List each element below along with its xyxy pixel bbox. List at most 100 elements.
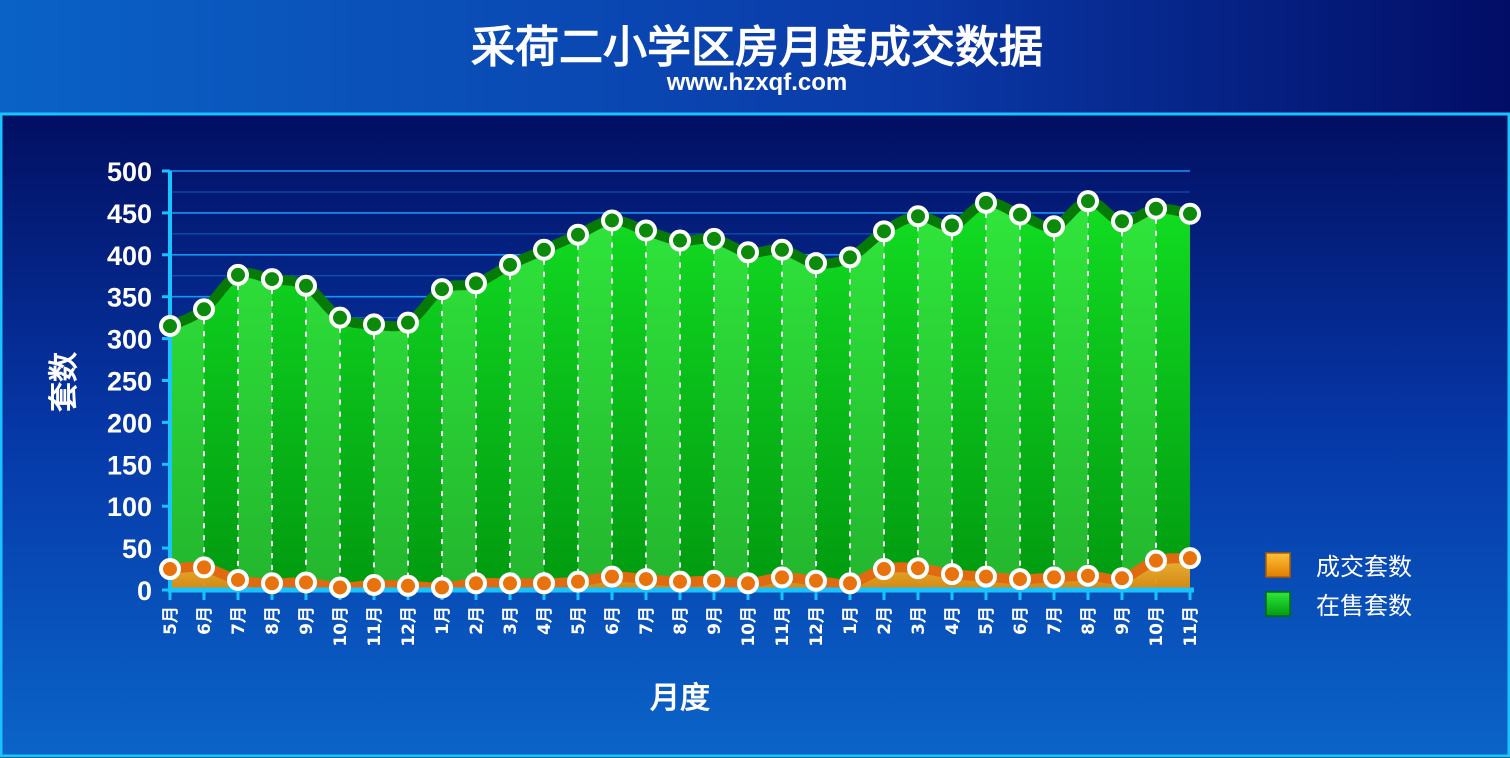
x-tick-label: 5月 xyxy=(569,606,589,635)
on-sale-point xyxy=(839,246,861,269)
deals-point xyxy=(703,569,725,592)
on-sale-point xyxy=(1111,210,1133,233)
on-sale-point xyxy=(1043,215,1065,238)
x-tick-label: 1月 xyxy=(841,606,861,635)
on-sale-point xyxy=(295,274,317,297)
x-tick-label: 11月 xyxy=(773,606,793,647)
y-tick-label: 0 xyxy=(137,576,152,606)
deals-point xyxy=(635,568,657,591)
x-tick-label: 3月 xyxy=(501,606,521,635)
on-sale-point xyxy=(533,238,555,261)
on-sale-point xyxy=(193,298,215,321)
on-sale-point xyxy=(567,223,589,246)
chart-title: 采荷二小学区房月度成交数据 xyxy=(471,22,1043,73)
on-sale-point xyxy=(431,278,453,301)
tick-labels: 0 50 100 150 200 250 300 350 400 450 500 5月 6月 7月 8月 9月… xyxy=(107,157,1201,647)
y-tick-label: 100 xyxy=(107,492,152,522)
deals-point xyxy=(397,574,419,597)
on-sale-point xyxy=(1145,197,1167,220)
on-sale-point xyxy=(261,268,283,291)
deals-point xyxy=(295,571,317,594)
x-tick-label: 10月 xyxy=(1147,606,1167,647)
deals-point xyxy=(329,576,351,599)
y-tick-label: 150 xyxy=(107,450,152,480)
y-tick-label: 250 xyxy=(107,367,152,397)
deals-point xyxy=(873,558,895,581)
y-tick-label: 500 xyxy=(107,157,152,187)
green-square-icon xyxy=(1265,591,1291,617)
deals-point xyxy=(499,572,521,595)
deals-point xyxy=(907,557,929,580)
x-tick-label: 2月 xyxy=(875,606,895,635)
on-sale-point xyxy=(635,219,657,242)
x-tick-label: 6月 xyxy=(603,606,623,635)
deals-point xyxy=(159,558,181,581)
orange-square-icon xyxy=(1265,552,1291,578)
deals-point xyxy=(193,556,215,579)
x-tick-label: 7月 xyxy=(229,606,249,635)
on-sale-point xyxy=(941,214,963,237)
y-tick-label: 50 xyxy=(122,534,152,564)
deals-point xyxy=(1009,568,1031,591)
deals-point xyxy=(601,565,623,588)
area-band xyxy=(1054,201,1088,590)
x-tick-label: 5月 xyxy=(977,606,997,635)
deals-point xyxy=(941,563,963,586)
on-sale-point xyxy=(703,227,725,250)
area-band xyxy=(986,201,1020,590)
x-tick-label: 6月 xyxy=(1011,606,1031,635)
y-tick-label: 300 xyxy=(107,325,152,355)
y-tick-label: 450 xyxy=(107,199,152,229)
x-tick-label: 5月 xyxy=(161,606,181,635)
legend-label-on-sale: 在售套数 xyxy=(1316,592,1412,620)
x-tick-label: 9月 xyxy=(297,606,317,635)
deals-point xyxy=(771,566,793,589)
x-tick-label: 1月 xyxy=(433,606,453,635)
deals-point xyxy=(1043,566,1065,589)
deals-point xyxy=(737,572,759,595)
on-sale-point xyxy=(329,306,351,329)
x-tick-label: 10月 xyxy=(739,606,759,647)
on-sale-point xyxy=(601,209,623,232)
deals-point xyxy=(975,565,997,588)
on-sale-point xyxy=(363,313,385,336)
on-sale-point xyxy=(397,311,419,334)
area-band xyxy=(578,201,612,590)
on-sale-point xyxy=(159,315,181,338)
x-tick-label: 8月 xyxy=(671,606,691,635)
deals-point xyxy=(465,572,487,595)
legend: 成交套数 在售套数 xyxy=(1265,552,1412,620)
deals-point xyxy=(1077,564,1099,587)
on-sale-point xyxy=(465,272,487,295)
deals-point xyxy=(431,576,453,599)
on-sale-point xyxy=(1179,202,1201,225)
x-tick-label: 9月 xyxy=(705,606,725,635)
data-markers xyxy=(159,190,1201,599)
y-tick-label: 350 xyxy=(107,283,152,313)
deals-point xyxy=(669,570,691,593)
deals-point xyxy=(1111,567,1133,590)
x-tick-label: 6月 xyxy=(195,606,215,635)
on-sale-point xyxy=(499,253,521,276)
x-tick-label: 12月 xyxy=(807,606,827,647)
legend-label-deals: 成交套数 xyxy=(1316,553,1412,581)
on-sale-point xyxy=(805,252,827,275)
on-sale-point xyxy=(873,220,895,243)
deals-point xyxy=(363,573,385,596)
x-tick-label: 7月 xyxy=(1045,606,1065,635)
x-tick-label: 11月 xyxy=(1181,606,1201,647)
deals-area xyxy=(170,558,1190,590)
x-tick-label: 4月 xyxy=(535,606,555,635)
deals-point xyxy=(805,569,827,592)
deals-point xyxy=(261,572,283,595)
on-sale-point xyxy=(669,229,691,252)
x-tick-label: 4月 xyxy=(943,606,963,635)
deals-point xyxy=(567,570,589,593)
x-tick-label: 8月 xyxy=(1079,606,1099,635)
x-tick-label: 7月 xyxy=(637,606,657,635)
y-axis-title: 套数 xyxy=(47,351,82,412)
deals-point xyxy=(533,572,555,595)
on-sale-point xyxy=(1077,190,1099,213)
